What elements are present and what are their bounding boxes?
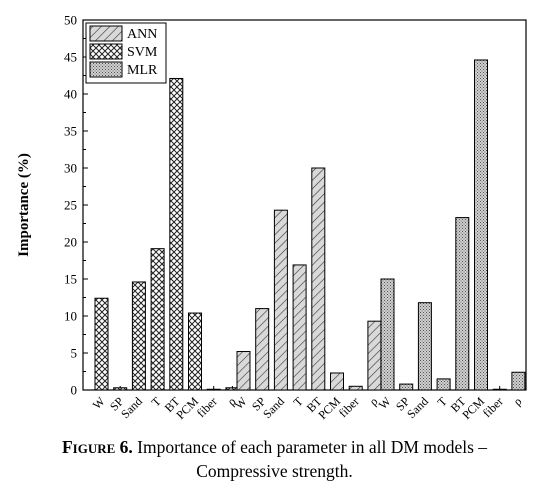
legend-label-mlr: MLR [127,63,158,78]
caption-text-1: Importance of each parameter in all DM m… [137,437,488,457]
bar-mlr-4 [455,217,470,391]
bar-ann-1 [255,308,270,391]
x-tick-label: fiber [194,394,220,420]
bar-mlr-0 [380,278,395,391]
bar-svm-5 [188,312,202,391]
bar-svm-3 [150,248,165,391]
bar-svm-1 [113,387,128,391]
x-tick-label: Sand [404,394,431,421]
y-tick-label: 35 [64,124,77,139]
x-tick-label: Sand [118,394,145,421]
x-tick-label: ρ [510,394,524,408]
x-tick-label: W [232,394,250,412]
bar-ann-5 [330,372,344,391]
y-tick-label: 40 [64,87,77,102]
x-tick-label: fiber [480,394,506,420]
y-axis: 0 5 10 15 20 25 30 35 40 45 50 [64,13,88,398]
bar-ann-4 [311,167,326,391]
x-tick-label: W [376,394,394,412]
bar-ann-2 [273,209,288,391]
bar-ann-6 [348,385,363,391]
legend-label-svm: SVM [127,45,158,60]
y-tick-label: 0 [71,383,78,398]
legend-swatch-mlr [89,61,123,78]
y-tick-label: 15 [64,272,77,287]
bar-mlr-7 [511,371,526,391]
x-tick-label: T [291,394,307,410]
bar-mlr-5 [474,59,488,391]
bar-svm-2 [131,281,146,391]
figure-caption: FIGURE 6. Importance of each parameter i… [0,436,549,483]
y-tick-label: 10 [64,309,77,324]
legend-swatch-svm [89,43,123,60]
bar-mlr-3 [436,378,451,391]
bar-mlr-2 [417,302,432,391]
y-tick-label: 45 [64,50,77,65]
x-tick-label: fiber [336,394,362,420]
bar-mlr-6 [492,388,507,391]
x-tick-label: T [149,394,165,410]
y-tick-label: 25 [64,198,77,213]
x-tick-label: W [90,394,108,412]
legend: ANN SVM MLR [85,22,167,84]
caption-line-1: FIGURE 6. Importance of each parameter i… [0,436,549,460]
bar-mlr-1 [399,383,414,391]
y-tick-label: 50 [64,13,77,28]
y-tick-label: 5 [71,346,78,361]
bar-ann-3 [292,264,307,391]
legend-swatch-ann [89,25,123,42]
legend-label-ann: ANN [127,27,157,42]
y-axis-label: Importance (%) [16,153,32,257]
bar-ann-7 [367,320,382,391]
bar-ann-0 [236,351,251,391]
bar-svm-0 [94,297,109,391]
x-tick-label: Sand [260,394,287,421]
caption-figure-label: FIGURE 6. [61,437,133,457]
x-tick-label: T [435,394,451,410]
bars [94,59,526,391]
y-tick-label: 30 [64,161,77,176]
bar-svm-6 [206,388,221,391]
y-tick-label: 20 [64,235,77,250]
caption-line-2: Compressive strength. [196,461,353,481]
bar-svm-4 [169,77,184,391]
